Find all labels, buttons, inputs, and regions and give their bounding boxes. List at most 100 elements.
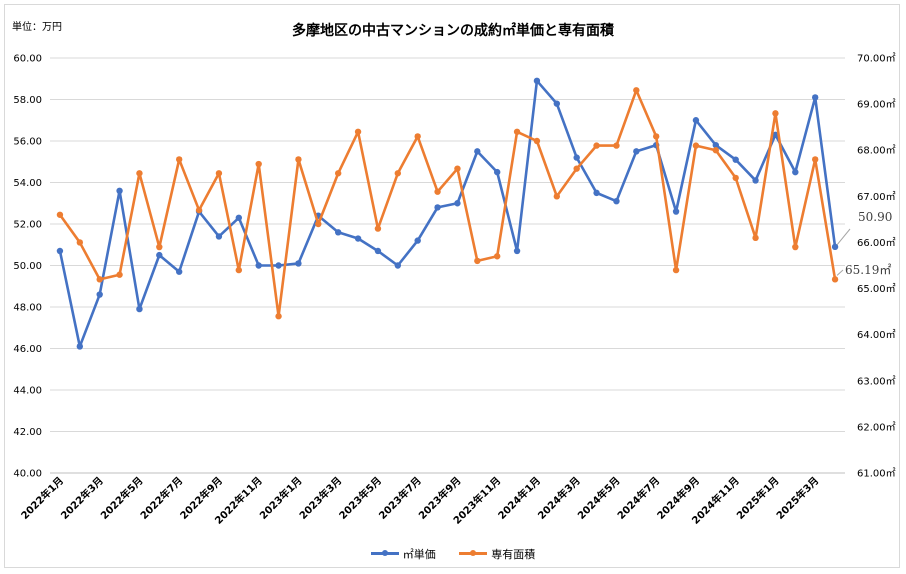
leader-line-area: [836, 269, 844, 276]
data-point-price[interactable]: [414, 237, 421, 244]
data-point-area[interactable]: [811, 156, 819, 163]
data-point-area[interactable]: [414, 133, 421, 140]
data-point-price[interactable]: [772, 131, 779, 138]
data-point-area[interactable]: [175, 156, 183, 163]
data-point-price[interactable]: [672, 208, 680, 215]
data-point-area[interactable]: [772, 110, 779, 117]
data-point-area[interactable]: [315, 220, 322, 228]
gridlines: [50, 57, 845, 474]
y-right-tick-label: 66.00㎡: [857, 237, 896, 249]
y-right-tick-label: 68.00㎡: [857, 145, 896, 157]
y-right-tick-label: 70.00㎡: [857, 53, 896, 65]
data-point-area[interactable]: [652, 133, 660, 140]
data-point-price[interactable]: [394, 262, 402, 269]
data-point-area[interactable]: [136, 170, 143, 177]
y-left-tick-label: 44.00: [13, 386, 42, 397]
data-point-area[interactable]: [235, 266, 243, 274]
data-point-price[interactable]: [56, 247, 64, 255]
data-point-area[interactable]: [156, 243, 163, 251]
data-point-area[interactable]: [334, 170, 342, 177]
data-point-price[interactable]: [76, 343, 84, 350]
data-point-price[interactable]: [613, 197, 620, 205]
y-left-tick-label: 40.00: [13, 469, 42, 480]
data-point-price[interactable]: [474, 148, 481, 155]
data-point-price[interactable]: [374, 247, 382, 255]
data-point-price[interactable]: [454, 200, 461, 207]
data-point-price[interactable]: [792, 168, 799, 176]
data-point-price[interactable]: [573, 154, 580, 161]
data-point-area[interactable]: [394, 170, 402, 177]
data-point-price[interactable]: [831, 243, 839, 251]
y-right-tick-label: 69.00㎡: [857, 99, 896, 111]
data-point-price[interactable]: [732, 156, 739, 163]
legend-item-price[interactable]: ㎡単価: [370, 546, 436, 562]
data-point-price[interactable]: [175, 268, 183, 275]
data-point-price[interactable]: [295, 260, 302, 267]
data-point-area[interactable]: [593, 142, 600, 149]
data-point-price[interactable]: [434, 204, 441, 211]
data-point-area[interactable]: [712, 147, 720, 154]
y-right-tick-label: 67.00㎡: [857, 191, 896, 203]
data-point-price[interactable]: [811, 94, 819, 101]
end-label-area: 65.19㎡: [845, 263, 891, 277]
data-point-area[interactable]: [275, 313, 282, 320]
data-point-area[interactable]: [295, 156, 302, 163]
data-point-area[interactable]: [752, 234, 759, 242]
legend-item-area[interactable]: 専有面積: [459, 546, 535, 562]
data-point-price[interactable]: [215, 233, 223, 240]
data-point-price[interactable]: [553, 100, 561, 107]
legend: ㎡単価 専有面積: [0, 545, 906, 562]
data-point-area[interactable]: [692, 142, 700, 149]
series-line-area: [58, 88, 837, 318]
data-point-area[interactable]: [215, 170, 223, 177]
data-point-area[interactable]: [374, 225, 382, 232]
y-left-tick-label: 48.00: [13, 303, 42, 314]
data-point-price[interactable]: [533, 77, 541, 85]
data-point-price[interactable]: [493, 168, 501, 176]
data-point-area[interactable]: [493, 253, 501, 260]
data-point-area[interactable]: [116, 271, 123, 278]
y-right-tick-label: 65.00㎡: [857, 283, 896, 295]
legend-label-area: 専有面積: [491, 547, 536, 561]
data-point-area[interactable]: [533, 137, 541, 145]
data-point-area[interactable]: [474, 257, 481, 265]
data-point-area[interactable]: [76, 239, 84, 246]
data-point-area[interactable]: [613, 142, 620, 149]
data-point-price[interactable]: [354, 235, 362, 242]
y-left-tick-label: 50.00: [13, 261, 42, 272]
data-point-price[interactable]: [513, 247, 521, 255]
data-point-area[interactable]: [195, 206, 203, 214]
data-point-price[interactable]: [235, 214, 243, 221]
data-point-area[interactable]: [553, 193, 561, 200]
data-point-price[interactable]: [275, 262, 282, 269]
data-point-price[interactable]: [96, 291, 103, 298]
data-point-price[interactable]: [712, 141, 720, 149]
y-left-tick-label: 54.00: [13, 178, 42, 189]
data-point-area[interactable]: [792, 243, 799, 251]
data-point-price[interactable]: [255, 262, 262, 269]
data-point-area[interactable]: [831, 276, 839, 283]
data-point-price[interactable]: [752, 177, 759, 184]
data-point-price[interactable]: [156, 251, 163, 259]
data-point-price[interactable]: [593, 189, 600, 197]
data-point-price[interactable]: [136, 305, 143, 313]
data-point-area[interactable]: [633, 87, 640, 94]
data-point-area[interactable]: [255, 160, 262, 168]
data-point-area[interactable]: [354, 128, 362, 135]
data-point-area[interactable]: [513, 128, 521, 135]
data-point-price[interactable]: [633, 148, 640, 155]
data-point-price[interactable]: [334, 229, 342, 236]
legend-swatch-price: [370, 549, 399, 556]
data-point-area[interactable]: [573, 165, 580, 172]
data-point-price[interactable]: [692, 117, 700, 124]
data-point-area[interactable]: [454, 165, 461, 172]
data-point-area[interactable]: [56, 211, 64, 218]
data-point-area[interactable]: [434, 188, 441, 195]
data-point-area[interactable]: [96, 276, 103, 283]
chart-frame: [4, 4, 900, 568]
data-point-area[interactable]: [732, 174, 739, 182]
series-group: [56, 77, 839, 350]
data-point-price[interactable]: [116, 187, 123, 194]
data-point-area[interactable]: [672, 266, 680, 274]
